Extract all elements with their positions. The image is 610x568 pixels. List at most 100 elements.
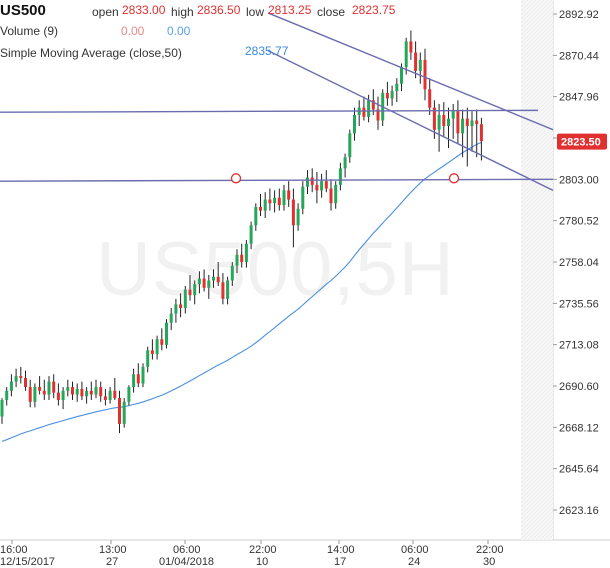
candle-body [24, 377, 27, 388]
candle-body [282, 190, 286, 206]
candle-body [47, 381, 51, 395]
candle-body [259, 206, 262, 211]
candle-body [132, 374, 136, 388]
candle-body [216, 276, 220, 283]
candle-body [207, 280, 211, 288]
low-value: 2813.25 [268, 3, 312, 17]
trendline-handle[interactable] [230, 173, 242, 184]
x-tick-date: 17 [334, 556, 346, 568]
candle-body [183, 289, 187, 309]
volume-label: Volume (9) [0, 24, 59, 38]
trendline-handle[interactable] [448, 173, 460, 184]
candle-body [310, 177, 314, 185]
candle-body [240, 254, 244, 263]
candle-body [235, 254, 239, 266]
candle-body [428, 89, 432, 108]
candle-body [56, 392, 60, 400]
y-tick-label: 2758.04 [559, 257, 599, 269]
candle-body [353, 114, 356, 134]
future-region [521, 0, 553, 540]
volume-value-1: 0.00 [121, 24, 145, 38]
candle-body [301, 186, 305, 209]
candle-body [33, 387, 37, 402]
current-price-badge [557, 133, 607, 150]
trendline-lower-horizontal[interactable] [0, 178, 554, 182]
current-price-label: 2823.50 [561, 137, 601, 149]
close-value: 2823.75 [352, 3, 396, 17]
candle-body [71, 387, 74, 395]
x-tick-time: 13:00 [99, 544, 127, 556]
x-tick-date: 24 [408, 556, 420, 568]
sma-label: Simple Moving Average (close,50) [0, 46, 182, 60]
candle-body [38, 387, 42, 391]
trendline-channel-upper[interactable] [267, 12, 554, 131]
candle-body [451, 111, 455, 119]
candle-body [89, 390, 93, 395]
candle-body [99, 387, 103, 397]
x-tick-date: 12/15/2017 [0, 556, 55, 568]
trendlines[interactable] [0, 12, 554, 191]
x-tick-time: 16:00 [0, 544, 28, 556]
candle-body [193, 284, 197, 296]
candle-body [103, 396, 107, 400]
candle-body [409, 41, 413, 53]
candle-body [150, 350, 154, 355]
candle-body [28, 387, 32, 402]
trendline-channel-lower[interactable] [267, 49, 554, 191]
candle-body [155, 339, 159, 355]
candle-body [334, 184, 338, 204]
candle-body [230, 265, 234, 281]
price-axis[interactable]: 2892.922870.442847.962825.482803.002780.… [553, 9, 607, 517]
time-axis[interactable]: 16:0012/15/201713:002706:0001/04/201822:… [0, 540, 504, 568]
candle-body [249, 225, 253, 244]
sma-value: 2835.77 [245, 44, 289, 58]
candle-body [432, 107, 436, 130]
candle-body [400, 67, 403, 84]
candle-body [395, 83, 399, 92]
candle-body [174, 304, 178, 314]
candle-body [287, 190, 291, 200]
candle-body [169, 313, 173, 323]
high-value: 2836.50 [197, 3, 241, 17]
y-tick-label: 2780.52 [559, 216, 599, 228]
candle-body [390, 91, 394, 99]
open-label: open [92, 5, 119, 19]
x-tick-date: 27 [106, 556, 118, 568]
candle-body [306, 177, 309, 187]
candle-body [324, 181, 328, 189]
y-tick-label: 2645.64 [559, 464, 599, 476]
candle-body [75, 388, 79, 395]
y-tick-label: 2668.12 [559, 422, 599, 434]
candle-body [254, 206, 258, 226]
candle-body [197, 278, 201, 285]
candle-body [52, 381, 56, 393]
candle-body [404, 41, 408, 68]
trendline-upper-horizontal[interactable] [0, 109, 539, 113]
candle-body [418, 59, 422, 71]
low-label: low [246, 5, 265, 19]
candle-body [367, 100, 371, 117]
candle-body [165, 322, 168, 345]
candle-body [226, 280, 230, 299]
x-tick-date: 10 [256, 556, 268, 568]
candle-body [42, 390, 46, 395]
candle-body [85, 390, 89, 397]
candle-body [263, 199, 267, 211]
candle-body [461, 118, 465, 134]
candle-body [338, 168, 342, 185]
candle-body [437, 114, 441, 130]
candle-body [315, 184, 319, 191]
candle-body [80, 388, 84, 397]
candle-body [456, 111, 460, 134]
candle-body [61, 390, 65, 400]
candle-body [66, 387, 70, 391]
x-tick-time: 06:00 [173, 544, 201, 556]
candle-body [343, 157, 347, 169]
x-tick-time: 06:00 [401, 544, 429, 556]
y-tick-label: 2847.96 [559, 92, 599, 104]
symbol-label: US500 [0, 2, 46, 19]
candle-body [14, 376, 18, 382]
candle-body [273, 197, 277, 204]
